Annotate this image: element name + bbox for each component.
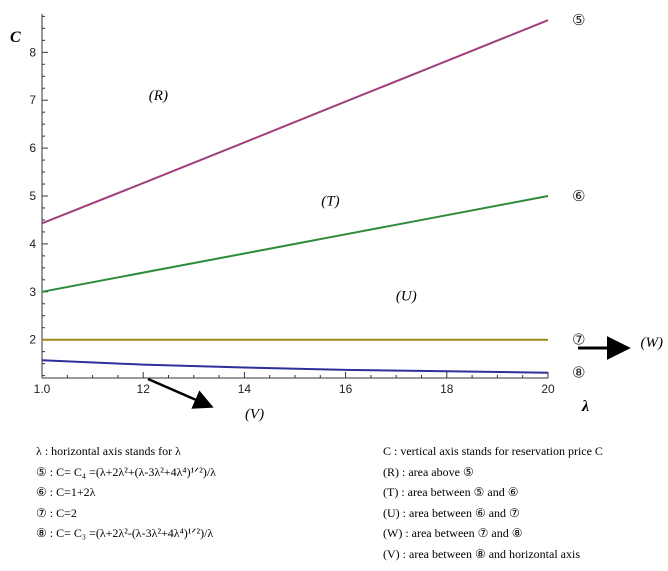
legend-right-item: (V) : area between ⑧ and horizontal axis bbox=[383, 546, 581, 561]
legend-right-item: (U) : area between ⑥ and ⑦ bbox=[383, 505, 520, 520]
y-axis-title: C bbox=[10, 29, 21, 46]
y-tick-label: 2 bbox=[29, 333, 36, 347]
x-tick-label: 16 bbox=[339, 382, 353, 396]
legend-right-item: C : vertical axis stands for reservation… bbox=[383, 444, 603, 458]
x-tick-label: 14 bbox=[238, 382, 252, 396]
legend-left-item: λ : horizontal axis stands for λ bbox=[36, 444, 181, 458]
legend-right-item: (W) : area between ⑦ and ⑧ bbox=[383, 526, 523, 540]
y-tick-label: 4 bbox=[29, 237, 36, 251]
legend-left: λ : horizontal axis stands for λ ⑤ : C= … bbox=[36, 441, 216, 544]
legend-left-item: ⑥ : C=1+2λ bbox=[36, 485, 96, 499]
chart-canvas: 1.0 12 14 16 18 20 2 3 4 5 6 7 8 Cλ ⑤ ⑥ ⑦ ⑧ (R) (T) (U) (W) (… bbox=[10, 11, 663, 422]
y-tick-label: 3 bbox=[29, 285, 36, 299]
legend-right-item: (R) : area above ⑤ bbox=[383, 464, 474, 479]
series-line-c5 bbox=[41, 19, 549, 225]
x-tick-label: 18 bbox=[440, 382, 454, 396]
y-tick-label: 5 bbox=[29, 189, 36, 203]
legend-left-item: ⑧ : C= C₃ =(λ+2λ²-(λ-3λ²+4λ⁴)¹ᐟ²)/λ bbox=[36, 526, 214, 540]
labels: Cλ ⑤ ⑥ ⑦ ⑧ (R) (T) (U) (W) (V) bbox=[10, 11, 663, 422]
series-line-c6 bbox=[41, 195, 549, 293]
series-label-c5: ⑤ bbox=[572, 11, 585, 29]
curves bbox=[41, 19, 549, 374]
legend-left-item: ⑦ : C=2 bbox=[36, 505, 77, 520]
legend-right-item: (T) : area between ⑤ and ⑥ bbox=[383, 485, 519, 499]
region-label-T: (T) bbox=[321, 194, 339, 210]
legend-left-item: ⑤ : C= C₄ =(λ+2λ²+(λ-3λ²+4λ⁴)¹ᐟ²)/λ bbox=[36, 464, 216, 479]
x-tick-label: 12 bbox=[137, 382, 151, 396]
v-arrow bbox=[147, 377, 214, 409]
region-label-R: (R) bbox=[149, 88, 168, 104]
x-axis-title: λ bbox=[581, 398, 589, 415]
region-label-W: (W) bbox=[640, 335, 663, 351]
y-tick-label: 8 bbox=[29, 45, 36, 59]
x-tick-label: 1.0 bbox=[34, 382, 51, 396]
series-label-c8: ⑧ bbox=[572, 364, 585, 382]
region-label-U: (U) bbox=[396, 288, 417, 304]
series-label-c7: ⑦ bbox=[572, 331, 585, 349]
series-line-c8 bbox=[41, 359, 549, 374]
axes: 1.0 12 14 16 18 20 2 3 4 5 6 7 8 bbox=[29, 14, 555, 396]
y-tick-label: 7 bbox=[29, 93, 36, 107]
legend-right: C : vertical axis stands for reservation… bbox=[383, 441, 603, 564]
y-tick-label: 6 bbox=[29, 141, 36, 155]
series-label-c6: ⑥ bbox=[572, 187, 585, 205]
x-tick-label: 20 bbox=[541, 382, 555, 396]
region-label-V: (V) bbox=[245, 407, 264, 423]
